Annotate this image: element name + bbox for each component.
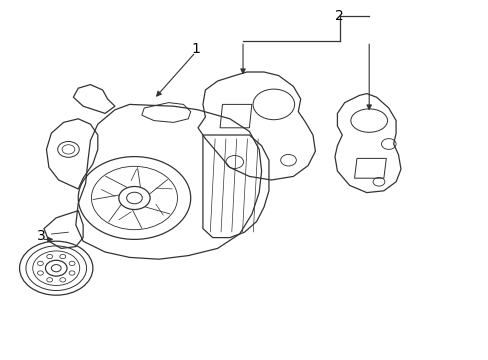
Text: 3: 3: [37, 229, 46, 243]
Text: 2: 2: [335, 9, 344, 23]
Text: 1: 1: [191, 42, 200, 55]
